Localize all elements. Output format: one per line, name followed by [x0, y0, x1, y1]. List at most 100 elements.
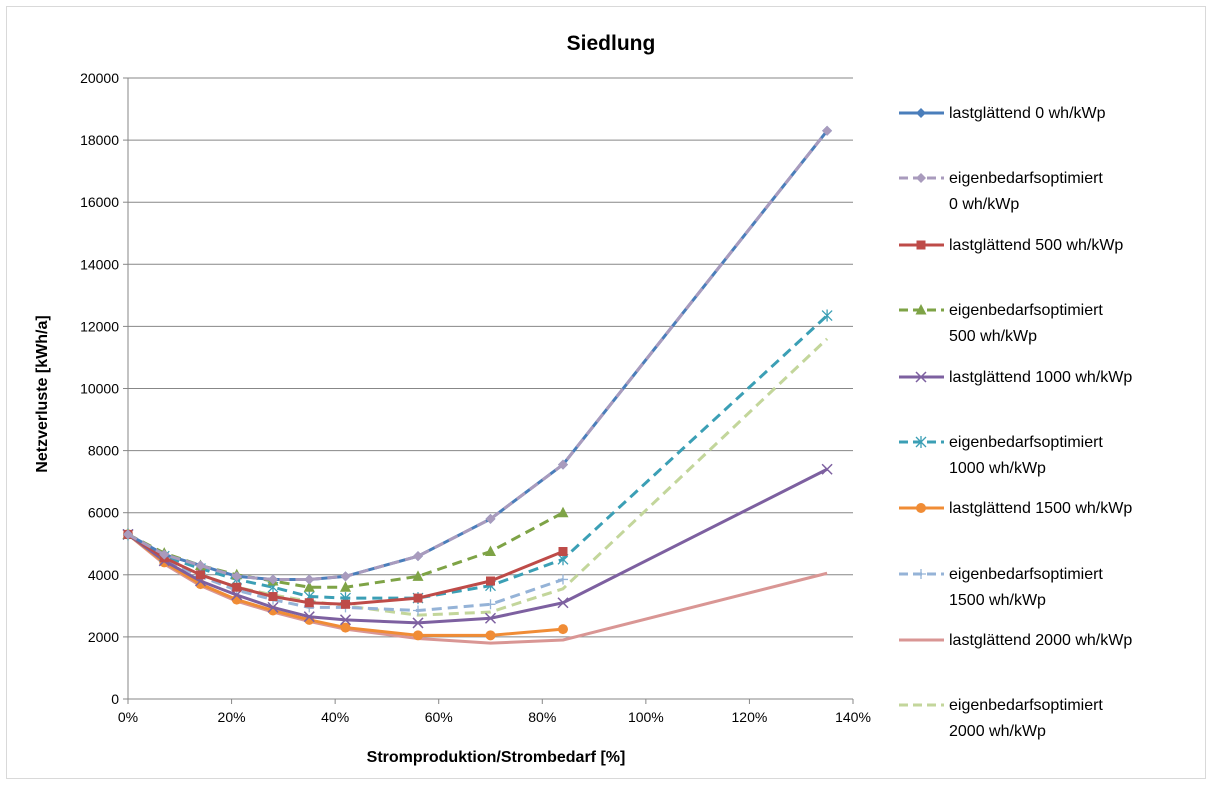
legend-item: lastglättend 2000 wh/kWp	[899, 632, 1132, 649]
data-point	[558, 547, 568, 557]
legend-label: lastglättend 0 wh/kWp	[949, 105, 1106, 122]
data-point	[558, 624, 568, 635]
x-tick-label: 120%	[732, 709, 768, 725]
data-point	[413, 605, 423, 616]
data-point	[485, 599, 496, 610]
data-point	[267, 601, 279, 613]
data-point	[413, 551, 423, 562]
legend-item: eigenbedarfsoptimiert 0 wh/kWp	[899, 170, 1103, 213]
data-point	[558, 459, 568, 470]
legend-item: lastglättend 1500 wh/kWp	[899, 500, 1132, 517]
legend: lastglättend 0 wh/kWp eigenbedarfsoptimie…	[899, 105, 1132, 740]
legend-label: eigenbedarfsoptimiert	[949, 302, 1103, 319]
data-point	[412, 570, 424, 581]
data-point	[123, 529, 133, 540]
data-point	[340, 581, 351, 592]
data-point	[303, 611, 315, 623]
data-point	[485, 513, 496, 524]
y-axis-ticks: 0 2000 4000 6000 8000 10000 12000 14000 16000 180…	[80, 70, 119, 707]
data-point	[485, 630, 496, 641]
data-point	[915, 304, 927, 315]
x-axis-ticks: 0% 20% 40% 60% 80% 100% 120% 140%	[118, 709, 871, 725]
data-point	[821, 309, 833, 322]
axes	[123, 77, 854, 704]
chart-title: Siedlung	[567, 32, 656, 55]
y-tick-label: 6000	[88, 505, 119, 521]
legend-item: lastglättend 0 wh/kWp	[899, 105, 1106, 122]
legend-label: eigenbedarfsoptimiert	[949, 566, 1103, 583]
legend-label: 1000 wh/kWp	[949, 460, 1046, 477]
data-point	[341, 599, 350, 609]
x-tick-label: 100%	[628, 709, 664, 725]
y-tick-label: 10000	[80, 381, 119, 397]
y-tick-label: 20000	[80, 70, 119, 86]
x-tick-label: 60%	[425, 709, 453, 725]
x-tick-label: 0%	[118, 709, 138, 725]
legend-item: eigenbedarfsoptimiert 500 wh/kWp	[899, 302, 1103, 345]
series-line	[127, 314, 829, 600]
legend-label: 1500 wh/kWp	[949, 592, 1046, 609]
legend-label: lastglättend 2000 wh/kWp	[949, 632, 1132, 649]
data-point	[268, 574, 278, 585]
data-point	[557, 506, 569, 518]
data-point	[413, 630, 423, 641]
series-layer	[122, 125, 833, 645]
series-line	[127, 511, 564, 589]
data-point	[339, 614, 352, 626]
legend-label: eigenbedarfsoptimiert	[949, 697, 1103, 714]
data-point	[231, 571, 242, 582]
legend-item: eigenbedarfsoptimiert 1500 wh/kWp	[899, 566, 1103, 609]
series-line	[127, 129, 829, 581]
series-line	[127, 533, 564, 637]
x-tick-label: 140%	[835, 709, 871, 725]
data-point	[232, 582, 242, 592]
y-tick-label: 14000	[80, 256, 119, 272]
data-point	[340, 571, 351, 582]
chart-frame: Siedlung 0 2000 4000 6000 8000 10000 12000 1400…	[6, 6, 1206, 779]
y-tick-label: 2000	[88, 629, 119, 645]
legend-label: lastglättend 500 wh/kWp	[949, 237, 1123, 254]
data-point	[485, 545, 496, 557]
series-2	[123, 125, 833, 585]
data-point	[413, 593, 423, 603]
legend-item: lastglättend 500 wh/kWp	[899, 237, 1123, 254]
data-point	[340, 622, 351, 633]
legend-label: eigenbedarfsoptimiert	[949, 434, 1103, 451]
line-chart: Siedlung 0 2000 4000 6000 8000 10000 12000 1400…	[34, 32, 1132, 766]
data-point	[557, 597, 569, 609]
y-tick-label: 12000	[80, 318, 119, 334]
data-point	[916, 503, 926, 513]
x-axis-title: Stromproduktion/Strombedarf [%]	[367, 749, 626, 766]
data-point	[916, 108, 926, 118]
x-tick-label: 20%	[218, 709, 246, 725]
y-tick-label: 16000	[80, 194, 119, 210]
data-point	[822, 125, 833, 136]
data-point	[915, 371, 927, 383]
legend-label: lastglättend 1000 wh/kWp	[949, 369, 1132, 386]
gridlines	[128, 77, 853, 638]
legend-label: lastglättend 1500 wh/kWp	[949, 500, 1132, 517]
series-line	[127, 533, 564, 613]
legend-label: 500 wh/kWp	[949, 328, 1037, 345]
data-point	[304, 598, 314, 608]
legend-item: eigenbedarfsoptimiert 1000 wh/kWp	[899, 434, 1103, 477]
data-point	[412, 617, 424, 629]
data-point	[821, 463, 833, 475]
legend-label: 0 wh/kWp	[949, 196, 1019, 213]
y-tick-label: 4000	[88, 567, 119, 583]
data-point	[196, 570, 205, 580]
data-point	[486, 576, 495, 586]
data-point	[159, 549, 170, 560]
legend-label: eigenbedarfsoptimiert	[949, 170, 1103, 187]
data-point	[916, 569, 926, 579]
series-5	[122, 463, 833, 629]
series-line	[127, 533, 564, 606]
data-point	[268, 592, 278, 602]
y-axis-title: Netzverluste [kWh/a]	[34, 315, 51, 472]
data-point	[915, 436, 927, 448]
data-point	[484, 612, 497, 624]
legend-label: 2000 wh/kWp	[949, 723, 1046, 740]
data-point	[558, 574, 568, 585]
data-point	[304, 574, 315, 585]
y-tick-label: 8000	[88, 443, 119, 459]
